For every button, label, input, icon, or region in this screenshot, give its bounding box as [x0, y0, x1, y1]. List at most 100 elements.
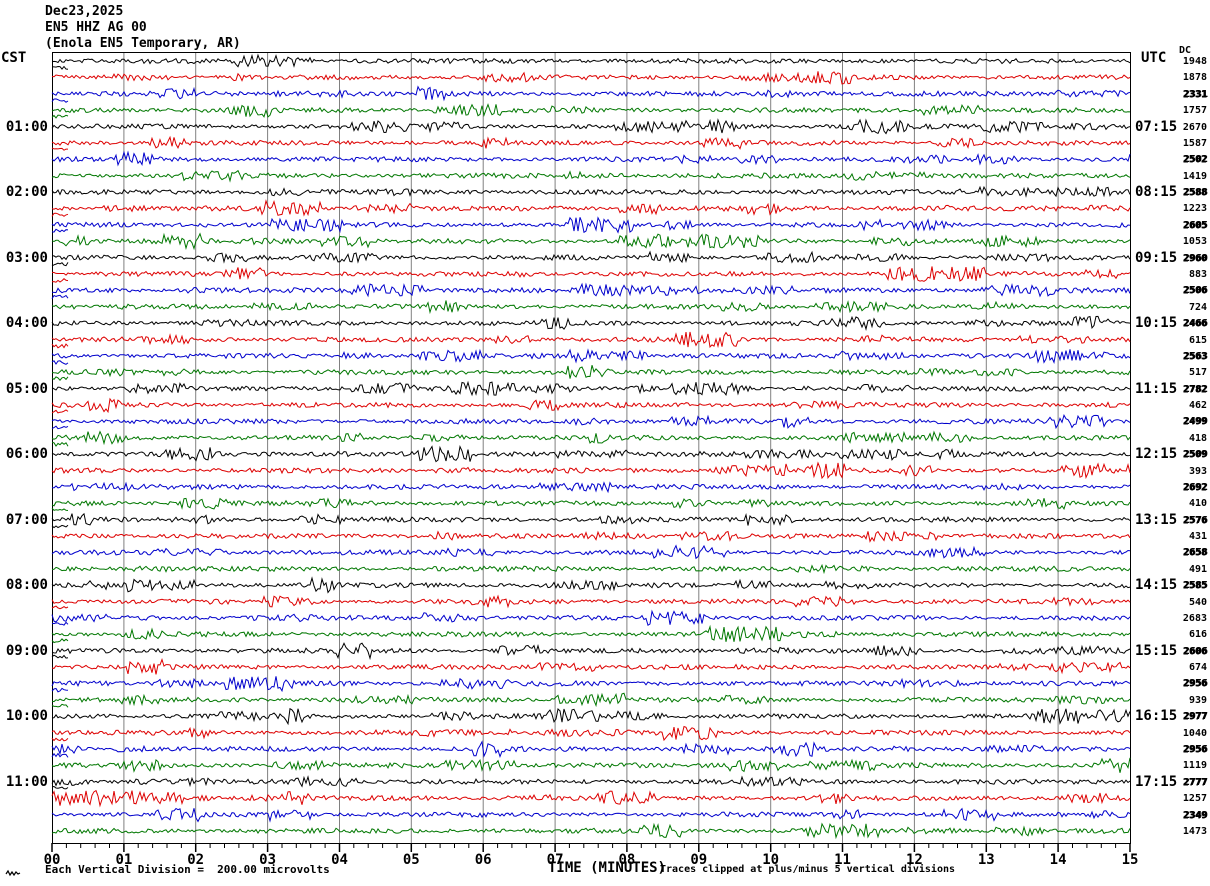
dc-offset-value: 2576 — [1182, 514, 1207, 526]
utc-hour-label: 09:15 — [1135, 249, 1178, 266]
trace-leadin-tail — [51, 98, 69, 103]
dc-offset-value: 1473 — [1182, 825, 1207, 837]
seismic-trace — [51, 692, 1131, 708]
dc-offset-value: 2683 — [1182, 612, 1207, 624]
utc-hour-label: 16:15 — [1135, 708, 1178, 725]
dc-offset-value: 1757 — [1182, 105, 1207, 117]
seismic-trace — [51, 300, 1131, 315]
cst-hour-label: 11:00 — [5, 773, 48, 790]
utc-hour-label: 15:15 — [1135, 642, 1178, 659]
x-axis-tick-label: 15 — [1121, 852, 1139, 868]
seismic-trace — [51, 53, 1131, 68]
trace-leadin-tail — [51, 654, 69, 659]
trace-leadin-tail — [51, 621, 69, 626]
cst-hour-label: 02:00 — [5, 184, 48, 200]
dc-offset-value: 1053 — [1182, 236, 1207, 248]
utc-hour-label: 14:15 — [1135, 577, 1178, 594]
seismic-trace — [51, 430, 1131, 446]
dc-offset-value: 1948 — [1182, 56, 1207, 67]
trace-leadin-tail — [51, 425, 69, 430]
seismic-trace — [51, 414, 1131, 430]
x-axis-tick-label: 11 — [834, 852, 851, 868]
dc-offset-value: 2606 — [1182, 645, 1207, 657]
seismic-trace — [51, 250, 1131, 264]
x-axis-tick-label: 02 — [187, 852, 205, 868]
dc-column-header: DC — [1179, 45, 1192, 56]
seismic-trace — [51, 530, 1131, 543]
trace-leadin-tail — [51, 228, 69, 233]
x-axis-tick-label: 00 — [43, 852, 61, 868]
footer-clip-note: Traces clipped at plus/minus 5 vertical … — [660, 864, 956, 875]
dc-offset-value: 2670 — [1182, 121, 1207, 133]
cst-hour-label: 03:00 — [5, 249, 48, 266]
dc-offset-value: 431 — [1188, 531, 1207, 542]
seismic-trace — [51, 185, 1131, 198]
dc-offset-value: 2977 — [1182, 711, 1207, 723]
dc-offset-value: 410 — [1188, 498, 1207, 510]
dc-offset-value: 674 — [1188, 662, 1207, 674]
seismic-trace — [51, 609, 1131, 626]
utc-hour-label: 10:15 — [1135, 315, 1178, 332]
dc-offset-value: 724 — [1188, 301, 1207, 313]
x-axis-tick-label: 03 — [259, 852, 277, 868]
cst-hour-label: 06:00 — [5, 446, 48, 463]
seismic-trace — [51, 594, 1131, 609]
dc-offset-value: 615 — [1188, 334, 1207, 346]
seismic-trace — [51, 576, 1131, 594]
seismic-trace — [51, 85, 1131, 102]
x-axis-tick-label: 08 — [618, 852, 636, 868]
seismic-trace — [51, 512, 1131, 527]
seismic-trace — [51, 642, 1131, 661]
utc-hour-label: 13:15 — [1135, 511, 1178, 528]
dc-offset-value: 418 — [1188, 432, 1207, 444]
dc-offset-value: 2692 — [1182, 481, 1207, 493]
dc-offset-value: 540 — [1188, 596, 1207, 608]
x-axis-tick-label: 01 — [115, 852, 133, 868]
dc-offset-value: 517 — [1188, 367, 1207, 379]
dc-offset-value: 2563 — [1182, 350, 1207, 362]
dc-offset-value: 1223 — [1182, 203, 1207, 215]
x-axis-tick-label: 06 — [474, 852, 492, 868]
dc-offset-value: 1119 — [1182, 760, 1207, 772]
seismic-trace — [51, 707, 1131, 726]
seismic-trace — [51, 789, 1131, 808]
seismic-trace — [51, 544, 1131, 560]
x-axis-title: TIME (MINUTES) — [547, 860, 666, 876]
dc-offset-value: 616 — [1188, 629, 1207, 641]
dc-offset-value: 2499 — [1182, 416, 1207, 428]
trace-leadin-tail — [51, 752, 69, 758]
dc-offset-value: 2777 — [1182, 776, 1207, 788]
seismic-trace — [51, 775, 1131, 788]
utc-hour-label: 12:15 — [1135, 446, 1178, 463]
dc-offset-value: 1878 — [1182, 72, 1207, 84]
dc-offset-value: 462 — [1188, 400, 1207, 411]
seismic-trace — [51, 481, 1131, 494]
seismic-trace — [51, 397, 1131, 414]
trace-leadin-tail — [51, 278, 69, 283]
x-axis-tick-label: 07 — [546, 852, 564, 868]
title-location: (Enola EN5 Temporary, AR) — [45, 36, 241, 51]
trace-leadin-tail — [51, 294, 69, 299]
dc-offset-value: 2506 — [1182, 285, 1207, 297]
x-axis-tick-label: 14 — [1049, 852, 1067, 868]
seismic-trace — [51, 331, 1131, 349]
seismic-trace — [51, 740, 1131, 758]
seismic-trace — [51, 725, 1131, 742]
dc-offset-value: 939 — [1188, 694, 1207, 706]
trace-leadin-tail — [51, 524, 69, 529]
trace-leadin-tail — [51, 507, 69, 511]
cst-hour-label: 05:00 — [5, 380, 48, 397]
dc-offset-value: 2588 — [1182, 187, 1207, 198]
right-axis-header: UTC — [1141, 50, 1167, 66]
seismic-trace — [51, 216, 1131, 234]
seismic-trace — [51, 118, 1131, 135]
cst-hour-label: 04:00 — [5, 315, 48, 332]
dc-offset-value: 1587 — [1182, 137, 1207, 149]
trace-leadin-tail — [51, 114, 69, 119]
dc-offset-value: 491 — [1188, 563, 1207, 575]
cst-hour-label: 01:00 — [5, 118, 48, 135]
seismic-trace — [51, 822, 1131, 840]
x-axis-tick-label: 05 — [402, 852, 420, 868]
